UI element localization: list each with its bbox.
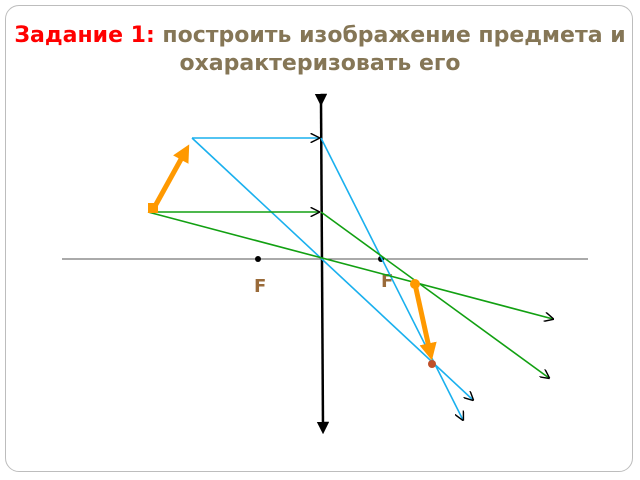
image-arrow: [412, 283, 437, 361]
slide-title: Задание 1: построить изображение предмет…: [0, 22, 640, 78]
focus-left-dot: [255, 256, 261, 262]
slide-frame: [5, 5, 633, 472]
lens: [314, 93, 330, 435]
image-tip: [428, 360, 436, 368]
blue-ray-refracted: [320, 137, 463, 420]
image-base: [410, 279, 420, 289]
green-ray-refracted: [320, 211, 549, 378]
focus-left-label: F: [254, 276, 266, 297]
object-arrow: [151, 144, 190, 210]
task-label: Задание 1:: [14, 23, 155, 48]
object-base: [148, 203, 158, 213]
green-ray-center: [147, 211, 553, 319]
task-text: построить изображение предмета и охаракт…: [162, 23, 626, 76]
